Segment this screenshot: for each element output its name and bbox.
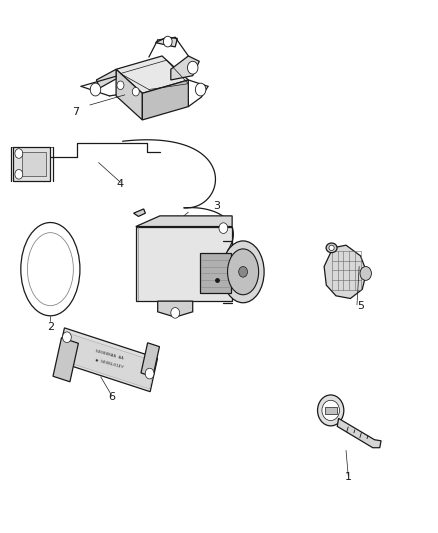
Ellipse shape	[21, 223, 80, 316]
Polygon shape	[57, 328, 158, 392]
Text: 7: 7	[72, 107, 79, 117]
Ellipse shape	[222, 241, 264, 303]
Circle shape	[360, 266, 371, 280]
Polygon shape	[53, 338, 78, 382]
Polygon shape	[171, 56, 199, 80]
Ellipse shape	[329, 245, 334, 251]
Ellipse shape	[228, 249, 258, 295]
Circle shape	[90, 83, 101, 96]
Text: SE0088AA AA: SE0088AA AA	[95, 349, 124, 360]
Circle shape	[219, 223, 228, 233]
Polygon shape	[337, 418, 381, 448]
Text: 4: 4	[117, 179, 124, 189]
Text: 2: 2	[47, 322, 54, 333]
Text: 6: 6	[108, 392, 115, 402]
Circle shape	[239, 266, 247, 277]
Circle shape	[145, 368, 154, 379]
Polygon shape	[141, 343, 159, 377]
Circle shape	[15, 149, 23, 158]
Circle shape	[117, 81, 124, 90]
Polygon shape	[136, 216, 232, 227]
Text: 3: 3	[213, 200, 220, 211]
Polygon shape	[136, 227, 232, 301]
Polygon shape	[158, 301, 193, 317]
Ellipse shape	[318, 395, 344, 426]
FancyBboxPatch shape	[200, 253, 231, 293]
Ellipse shape	[27, 233, 74, 306]
Polygon shape	[134, 209, 145, 216]
Circle shape	[171, 308, 180, 318]
Polygon shape	[155, 37, 177, 47]
FancyBboxPatch shape	[325, 407, 337, 414]
FancyBboxPatch shape	[13, 147, 50, 181]
Circle shape	[132, 87, 139, 96]
Circle shape	[63, 332, 71, 343]
Circle shape	[163, 36, 172, 47]
Ellipse shape	[322, 400, 339, 421]
Polygon shape	[142, 80, 188, 120]
Polygon shape	[324, 245, 367, 298]
Polygon shape	[61, 333, 155, 389]
Polygon shape	[116, 56, 188, 93]
Text: 1: 1	[345, 472, 352, 482]
Ellipse shape	[326, 243, 337, 253]
Text: 5: 5	[357, 301, 364, 311]
Circle shape	[15, 169, 23, 179]
FancyBboxPatch shape	[22, 152, 46, 176]
Polygon shape	[96, 69, 116, 88]
Circle shape	[187, 61, 198, 74]
Polygon shape	[116, 69, 142, 120]
Circle shape	[195, 83, 206, 96]
Text: ● SE08L01EY: ● SE08L01EY	[95, 358, 124, 370]
